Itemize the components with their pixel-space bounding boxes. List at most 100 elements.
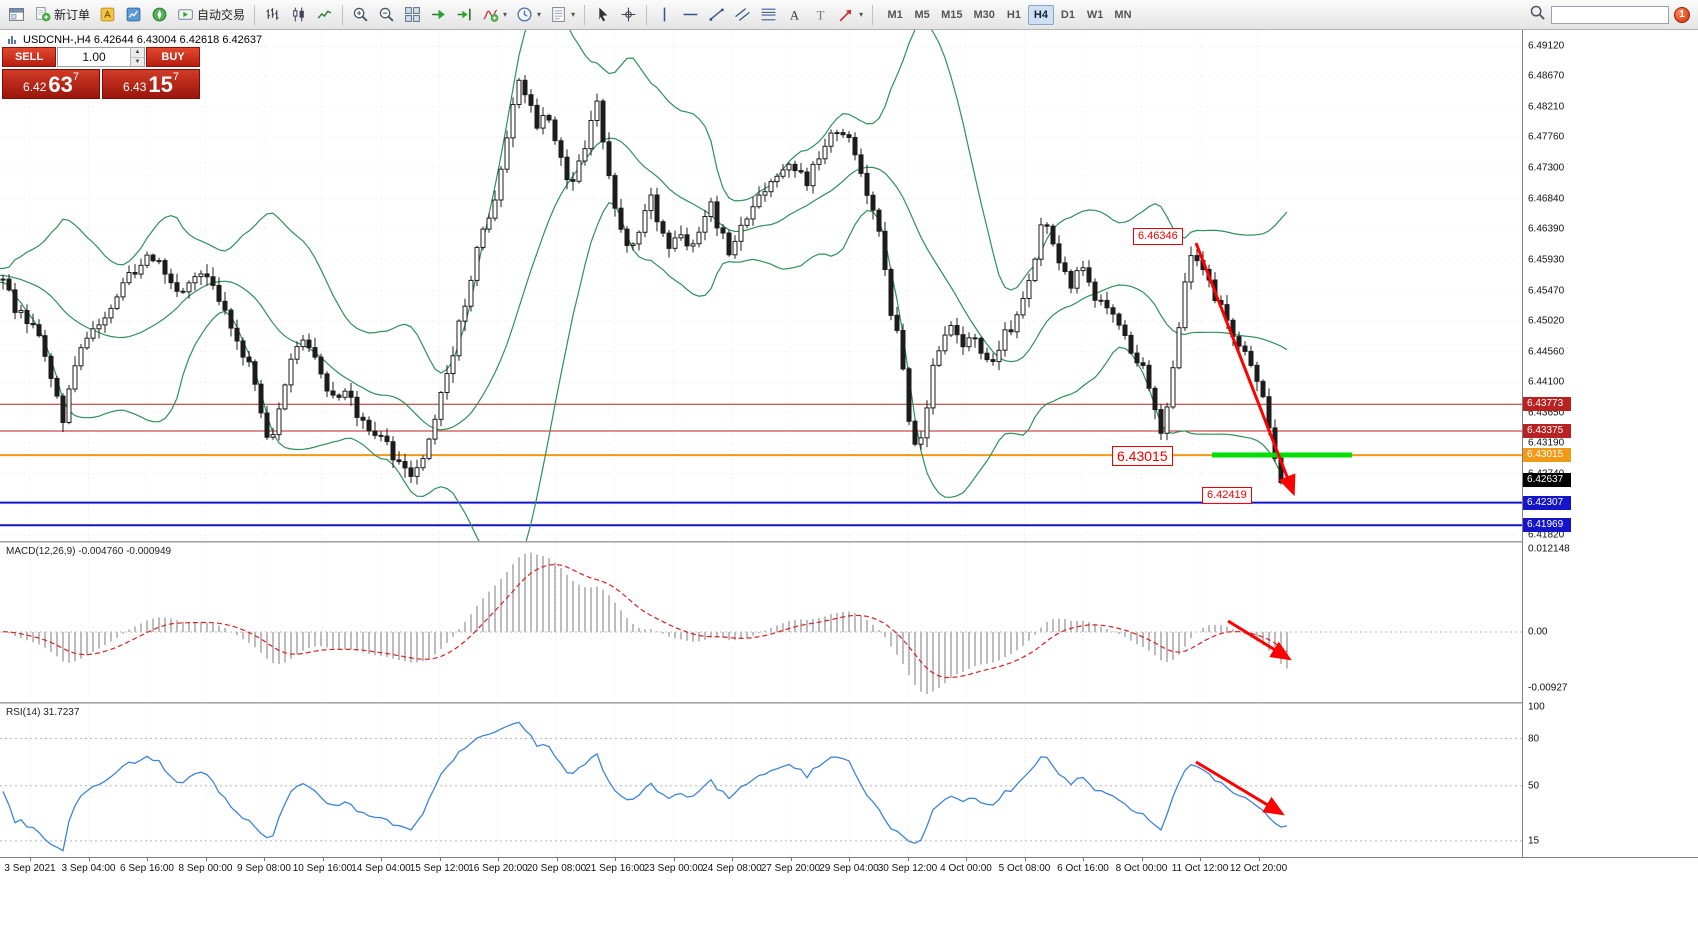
templates-button[interactable]: ▾ — [546, 3, 579, 27]
zoom-out-button[interactable] — [374, 3, 399, 27]
terminal-button[interactable] — [4, 3, 29, 27]
time-tick — [790, 858, 792, 861]
buy-button[interactable]: BUY — [146, 47, 200, 67]
cursor-button[interactable] — [590, 3, 615, 27]
bollinger-upper-band — [0, 30, 1288, 374]
timeframe-mn-button[interactable]: MN — [1114, 8, 1132, 21]
horizontal-line-icon — [683, 13, 698, 16]
notification-badge[interactable]: 1 — [1674, 6, 1690, 23]
timeframe-w1-button[interactable]: W1 — [1086, 8, 1104, 21]
timeframe-m1-button[interactable]: M1 — [887, 8, 903, 21]
zoom-out-icon — [379, 7, 394, 22]
panel-divider[interactable] — [0, 702, 1698, 704]
time-axis-label: 21 Sep 16:00 — [585, 863, 645, 874]
time-tick — [1141, 858, 1143, 861]
time-tick — [1258, 858, 1260, 861]
time-axis-label: 6 Oct 16:00 — [1057, 863, 1109, 874]
periods-button[interactable]: ▾ — [512, 3, 545, 27]
metaeditor-button[interactable] — [95, 3, 120, 27]
tile-windows-button[interactable] — [400, 3, 425, 27]
low-price-annotation[interactable]: 6.42419 — [1202, 487, 1252, 504]
chart-title-text: USDCNH-,H4 6.42644 6.43004 6.42618 6.426… — [23, 34, 263, 46]
crosshair-button[interactable] — [616, 3, 641, 27]
time-axis-label: 5 Oct 08:00 — [998, 863, 1051, 874]
chart-symbol-icon — [8, 36, 16, 44]
high-price-annotation[interactable]: 6.46346 — [1133, 228, 1183, 245]
rsi-line — [2, 721, 1288, 852]
price-axis-label: 6.41820 — [1528, 529, 1565, 541]
search-input[interactable] — [1551, 5, 1669, 24]
chart-workspace: 6.49120 6.48670 6.48210 6.47760 6.47300 6.468… — [0, 30, 1698, 947]
sell-button[interactable]: SELL — [2, 47, 56, 67]
mid-price-annotation[interactable]: 6.43015 — [1112, 446, 1173, 466]
candlestick-chart-button[interactable] — [286, 3, 311, 27]
navigator-button[interactable] — [147, 3, 172, 27]
line-chart-button[interactable] — [312, 3, 337, 27]
volume-input[interactable]: 1.00 ▲ ▼ — [57, 47, 145, 67]
text-label-icon: T — [817, 8, 825, 22]
zoom-in-button[interactable] — [348, 3, 373, 27]
toolbar-separator — [584, 4, 586, 25]
time-tick — [381, 858, 382, 861]
text-button[interactable]: A — [782, 3, 807, 27]
timeframe-m15-button[interactable]: M15 — [941, 8, 963, 21]
timeframe-m30-button[interactable]: M30 — [973, 8, 995, 21]
price-axis-label: 6.47760 — [1528, 131, 1565, 143]
macd-panel-canvas[interactable] — [0, 543, 1522, 702]
horizontal-line-button[interactable] — [678, 3, 703, 27]
time-axis-label: 8 Oct 00:00 — [1115, 863, 1168, 874]
volume-value: 1.00 — [82, 50, 106, 64]
macd-scale-label: -0.00927 — [1528, 682, 1568, 694]
buy-price-button[interactable]: 6.43 15 7 — [102, 69, 200, 99]
time-tick — [322, 858, 324, 861]
volume-down-icon[interactable]: ▼ — [131, 57, 144, 66]
indicators-icon — [483, 9, 499, 22]
time-tick — [264, 858, 265, 861]
auto-scroll-button[interactable] — [426, 3, 451, 27]
autotrading-button[interactable]: 自动交易 — [173, 3, 249, 27]
text-label-button[interactable]: T — [808, 3, 833, 27]
volume-spinner[interactable]: ▲ ▼ — [130, 48, 144, 66]
bar-chart-icon — [266, 8, 279, 20]
time-axis-label: 9 Sep 08:00 — [237, 863, 291, 874]
price-axis[interactable]: 6.49120 6.48670 6.48210 6.47760 6.47300 6.468… — [1522, 30, 1698, 857]
time-axis[interactable]: 3 Sep 2021 3 Sep 04:00 6 Sep 16:00 8 Sep 00… — [0, 857, 1698, 879]
time-axis-label: 10 Sep 16:00 — [292, 863, 353, 874]
buy-price-prefix: 6.43 — [123, 80, 147, 94]
timeframe-m5-button[interactable]: M5 — [914, 8, 930, 21]
rsi-panel-canvas[interactable] — [0, 704, 1522, 857]
timeframe-d1-button[interactable]: D1 — [1060, 8, 1075, 21]
market-watch-button[interactable] — [121, 3, 146, 27]
chart-shift-icon — [457, 8, 471, 21]
dropdown-arrow-icon: ▾ — [503, 10, 508, 19]
time-axis-label: 6 Sep 16:00 — [120, 863, 174, 874]
trendline-button[interactable] — [704, 3, 729, 27]
auto-scroll-icon — [432, 9, 445, 20]
chart-shift-button[interactable] — [452, 3, 477, 27]
fibonacci-button[interactable] — [756, 3, 781, 27]
new-order-button[interactable]: 新订单 — [30, 3, 94, 27]
panel-divider[interactable] — [0, 541, 1698, 543]
buy-price-pip-digit: 7 — [172, 71, 179, 83]
price-axis-label: 6.46840 — [1528, 193, 1565, 205]
time-axis-label: 11 Oct 12:00 — [1171, 863, 1229, 874]
channel-button[interactable] — [730, 3, 755, 27]
timeframe-h4-button[interactable]: H4 — [1027, 4, 1054, 25]
time-axis-label: 20 Sep 08:00 — [526, 863, 587, 874]
sell-price-button[interactable]: 6.42 63 7 — [2, 69, 100, 99]
timeframe-h1-button[interactable]: H1 — [1006, 8, 1021, 21]
arrows-button[interactable]: ▾ — [834, 3, 867, 27]
arrows-icon — [839, 9, 852, 22]
time-tick — [147, 858, 148, 861]
volume-up-icon[interactable]: ▲ — [131, 48, 144, 58]
text-icon: A — [790, 8, 800, 22]
indicators-button[interactable]: ▾ — [478, 3, 511, 27]
new-order-button-label: 新订单 — [54, 8, 91, 22]
current-price-tag: 6.42637 — [1523, 473, 1571, 488]
time-tick — [1083, 858, 1084, 861]
bar-chart-button[interactable] — [260, 3, 285, 27]
main-chart-canvas[interactable] — [0, 30, 1522, 541]
search-button[interactable] — [1529, 4, 1546, 26]
vertical-line-button[interactable] — [652, 3, 677, 27]
time-axis-label: 30 Sep 12:00 — [877, 863, 938, 874]
